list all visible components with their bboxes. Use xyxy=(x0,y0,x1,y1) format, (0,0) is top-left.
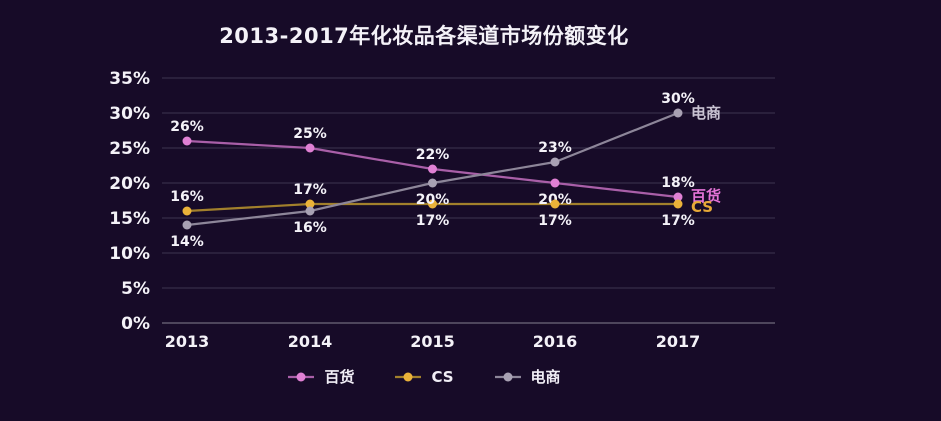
data-point-百货 xyxy=(182,136,192,146)
legend-marker-icon xyxy=(494,372,521,381)
y-tick-label: 15% xyxy=(109,209,150,229)
data-point-电商 xyxy=(182,220,192,230)
data-point-CS xyxy=(305,199,315,209)
y-tick-label: 0% xyxy=(121,314,150,334)
data-point-CS xyxy=(182,206,192,216)
legend-item-CS: CS xyxy=(394,367,454,386)
data-point-label: 16% xyxy=(170,189,204,205)
data-point-label: 17% xyxy=(661,213,695,229)
data-point-label: 30% xyxy=(661,91,695,107)
data-point-电商 xyxy=(550,157,560,167)
data-point-label: 22% xyxy=(416,147,450,163)
data-point-label: 17% xyxy=(416,213,450,229)
data-point-CS xyxy=(428,199,437,209)
data-point-label: 17% xyxy=(538,213,572,229)
data-point-电商 xyxy=(673,108,683,118)
data-point-百货 xyxy=(550,178,560,188)
legend-label: 百货 xyxy=(324,368,355,386)
data-point-label: 18% xyxy=(661,175,695,191)
legend-label: 电商 xyxy=(530,368,561,386)
data-point-label: 20% xyxy=(416,192,450,208)
y-tick-label: 10% xyxy=(109,244,150,264)
series-name-label: CS xyxy=(691,198,713,216)
data-point-百货 xyxy=(305,143,315,153)
chart-title: 2013-2017年化妆品各渠道市场份额变化 xyxy=(219,24,629,48)
y-tick-label: 35% xyxy=(109,69,150,89)
legend-item-百货: 百货 xyxy=(287,366,354,387)
data-point-电商 xyxy=(428,178,437,188)
data-point-CS xyxy=(673,199,683,209)
data-point-label: 23% xyxy=(538,140,572,156)
legend-marker-icon xyxy=(395,372,422,381)
y-tick-label: 5% xyxy=(121,279,150,299)
legend-marker-icon xyxy=(288,372,315,381)
x-tick-label: 2017 xyxy=(656,332,701,351)
y-tick-label: 30% xyxy=(109,104,150,124)
x-tick-label: 2016 xyxy=(533,332,578,351)
data-point-CS xyxy=(550,199,560,209)
data-point-label: 16% xyxy=(293,220,327,236)
legend-label: CS xyxy=(431,367,454,386)
x-tick-label: 2013 xyxy=(165,332,210,351)
legend-item-电商: 电商 xyxy=(494,366,561,387)
data-point-百货 xyxy=(428,164,437,174)
chart-legend: 百货 CS 电商 xyxy=(0,366,848,387)
y-tick-label: 20% xyxy=(109,174,150,194)
data-point-label: 25% xyxy=(293,126,327,142)
x-tick-label: 2015 xyxy=(410,332,455,351)
data-point-百货 xyxy=(673,192,683,202)
series-name-label: 电商 xyxy=(691,104,721,122)
data-point-电商 xyxy=(305,206,315,216)
y-tick-label: 25% xyxy=(109,139,150,159)
data-point-label: 14% xyxy=(170,234,204,250)
series-name-label: 百货 xyxy=(691,187,721,205)
data-point-label: 26% xyxy=(170,119,204,135)
data-point-label: 17% xyxy=(293,182,327,198)
x-tick-label: 2014 xyxy=(288,332,333,351)
